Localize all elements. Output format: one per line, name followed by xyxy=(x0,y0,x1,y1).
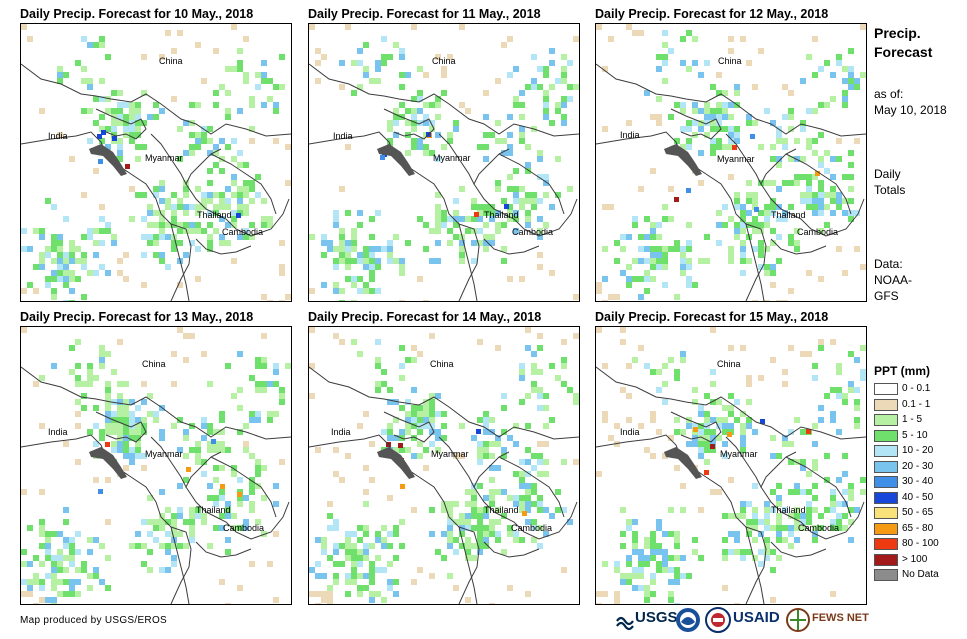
fewsnet-globe-mark xyxy=(786,608,810,632)
country-label-cambodia: Cambodia xyxy=(223,523,265,533)
country-label-china: China xyxy=(717,359,741,369)
country-label-myanmar: Myanmar xyxy=(145,153,183,163)
legend-title: PPT (mm) xyxy=(874,364,931,378)
precip-map: China India Myanmar Thailand Cambodia xyxy=(595,326,867,605)
map-credit: Map produced by USGS/EROS xyxy=(20,615,168,626)
legend-swatch xyxy=(874,445,898,457)
legend-swatch xyxy=(874,569,898,581)
precip-map-graphic xyxy=(596,24,866,301)
legend-swatch xyxy=(874,460,898,473)
precip-map: China India Myanmar Thailand Cambodia xyxy=(20,326,292,605)
country-label-myanmar: Myanmar xyxy=(433,153,471,163)
country-label-myanmar: Myanmar xyxy=(717,154,755,164)
country-label-cambodia: Cambodia xyxy=(222,227,264,237)
country-label-cambodia: Cambodia xyxy=(798,523,840,533)
country-label-india: India xyxy=(620,427,640,437)
precip-map-graphic xyxy=(21,24,291,301)
panel-title: Daily Precip. Forecast for 11 May., 2018 xyxy=(308,7,541,21)
legend-label: 20 - 30 xyxy=(902,460,934,472)
legend-label: > 100 xyxy=(902,553,928,565)
noaa-logo-mark xyxy=(676,608,700,632)
legend-swatch xyxy=(874,429,898,442)
panel-title: Daily Precip. Forecast for 10 May., 2018 xyxy=(20,7,254,21)
legend-label: 5 - 10 xyxy=(902,429,928,441)
precip-map-graphic xyxy=(309,24,579,301)
legend-label: 30 - 40 xyxy=(902,476,934,487)
country-label-cambodia: Cambodia xyxy=(511,523,553,533)
country-label-thailand: Thailand xyxy=(484,210,519,220)
fewsnet-logo: FEWS NET xyxy=(785,607,869,633)
country-label-myanmar: Myanmar xyxy=(431,449,469,459)
panel-title: Daily Precip. Forecast for 14 May., 2018 xyxy=(308,310,542,324)
usaid-seal-mark xyxy=(705,607,731,633)
country-label-china: China xyxy=(159,56,183,66)
country-label-india: India xyxy=(331,427,351,437)
country-label-india: India xyxy=(48,427,68,437)
noaa-logo xyxy=(675,607,701,633)
legend-swatch xyxy=(874,476,898,488)
precip-map-graphic xyxy=(596,327,866,604)
country-label-india: India xyxy=(48,131,68,141)
usgs-logo-mark xyxy=(616,616,634,631)
precip-map-graphic xyxy=(309,327,579,604)
legend-label: 1 - 5 xyxy=(902,414,923,425)
country-label-china: China xyxy=(718,56,742,66)
panel-title: Daily Precip. Forecast for 15 May., 2018 xyxy=(595,310,829,324)
usaid-logo: USAID xyxy=(705,607,795,633)
precip-map: China India Myanmar Thailand Cambodia xyxy=(20,23,292,302)
country-label-thailand: Thailand xyxy=(771,210,806,220)
legend-label: 10 - 20 xyxy=(902,445,934,456)
legend-swatch xyxy=(874,383,898,395)
country-label-thailand: Thailand xyxy=(484,505,519,515)
legend-swatch xyxy=(874,491,898,504)
legend-swatch xyxy=(874,507,898,519)
legend-label: 0 - 0.1 xyxy=(902,383,931,394)
country-label-thailand: Thailand xyxy=(197,210,232,220)
country-label-india: India xyxy=(620,130,640,140)
precip-map-graphic xyxy=(21,327,291,604)
sidebar-title: Precip. Forecast xyxy=(874,25,933,60)
country-label-cambodia: Cambodia xyxy=(512,227,554,237)
precip-map: China India Myanmar Thailand Cambodia xyxy=(595,23,867,302)
as-of-date: as of: May 10, 2018 xyxy=(874,87,947,117)
legend-label: 40 - 50 xyxy=(902,491,934,503)
legend-swatch xyxy=(874,414,898,426)
country-label-china: China xyxy=(142,359,166,369)
country-label-myanmar: Myanmar xyxy=(145,449,183,459)
legend-label: 0.1 - 1 xyxy=(902,398,931,410)
legend-label: 80 - 100 xyxy=(902,538,939,549)
country-label-myanmar: Myanmar xyxy=(720,449,758,459)
legend-label: No Data xyxy=(902,569,939,580)
panel-title: Daily Precip. Forecast for 12 May., 2018 xyxy=(595,7,829,21)
legend-swatch xyxy=(874,538,898,550)
precip-map: China India Myanmar Thailand Cambodia xyxy=(308,326,580,605)
country-label-china: China xyxy=(432,56,456,66)
legend-swatch xyxy=(874,398,898,411)
country-label-cambodia: Cambodia xyxy=(797,227,839,237)
precip-map: China India Myanmar Thailand Cambodia xyxy=(308,23,580,302)
legend-swatch xyxy=(874,522,898,535)
usgs-logo: USGS xyxy=(615,607,687,633)
legend-swatch xyxy=(874,553,898,566)
panel-title: Daily Precip. Forecast for 13 May., 2018 xyxy=(20,310,254,324)
legend-label: 50 - 65 xyxy=(902,507,934,518)
daily-totals-note: Daily Totals xyxy=(874,167,906,197)
legend-label: 65 - 80 xyxy=(902,522,934,534)
data-source: Data: NOAA- GFS xyxy=(874,257,913,303)
country-label-thailand: Thailand xyxy=(196,505,231,515)
country-label-india: India xyxy=(333,131,353,141)
country-label-china: China xyxy=(430,359,454,369)
country-label-thailand: Thailand xyxy=(771,505,806,515)
